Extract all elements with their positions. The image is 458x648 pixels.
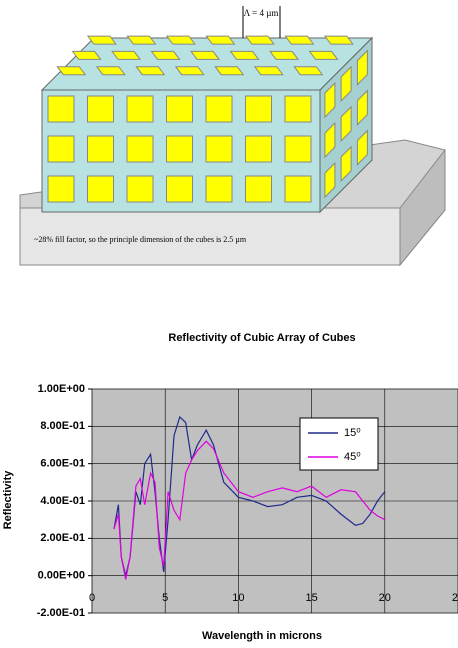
cube-face [167,96,193,122]
cube-face [127,96,153,122]
cube-face [48,176,74,202]
cube-face [246,176,272,202]
cube-face [206,176,232,202]
cube-face [167,176,193,202]
y-tick-label: 4.00E-01 [40,495,85,507]
figure: Λ = 4 µm ~28% fill factor, so the princi… [0,0,458,648]
chart-title: Reflectivity of Cubic Array of Cubes [168,332,355,344]
y-axis-label: Reflectivity [2,470,14,530]
cube-face [127,136,153,162]
x-tick-label: 20 [379,592,391,604]
cube-face [167,136,193,162]
legend-label: 45⁰ [344,451,361,463]
y-tick-label: 6.00E-01 [40,458,85,470]
x-tick-label: 15 [305,592,317,604]
page: {"diagram": {"period_label": "Λ = 4 µm",… [0,0,458,648]
x-axis-label: Wavelength in microns [202,630,322,642]
cube-face [285,176,311,202]
cube-face [246,136,272,162]
block-top [42,38,372,90]
cube-face [88,176,114,202]
cube-face [206,96,232,122]
x-tick-label: 25 [452,592,458,604]
cube-face [206,136,232,162]
legend-label: 15⁰ [344,427,361,439]
cube-face [48,96,74,122]
chart: Reflectivity of Cubic Array of Cubes Wav… [2,332,458,642]
cube-face [285,136,311,162]
cube-face [246,96,272,122]
caption: ~28% fill factor, so the principle dimen… [34,235,247,244]
y-tick-label: -2.00E-01 [37,607,85,619]
cube-face [88,96,114,122]
cube-face [127,176,153,202]
x-tick-label: 10 [232,592,244,604]
x-tick-label: 0 [89,592,95,604]
y-tick-label: 0.00E+00 [38,570,85,582]
x-tick-label: 5 [162,592,168,604]
y-tick-label: 1.00E+00 [38,383,85,395]
cube-face [285,96,311,122]
cube-face [48,136,74,162]
y-tick-label: 2.00E-01 [40,532,85,544]
cube-face [88,136,114,162]
legend-box [300,418,378,470]
cube-array-diagram: Λ = 4 µm ~28% fill factor, so the princi… [20,6,445,265]
period-label: Λ = 4 µm [244,8,279,18]
y-tick-label: 8.00E-01 [40,420,85,432]
